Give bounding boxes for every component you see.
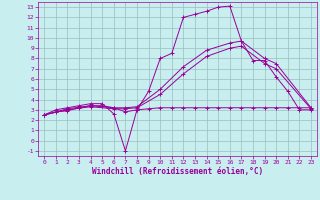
X-axis label: Windchill (Refroidissement éolien,°C): Windchill (Refroidissement éolien,°C)	[92, 167, 263, 176]
